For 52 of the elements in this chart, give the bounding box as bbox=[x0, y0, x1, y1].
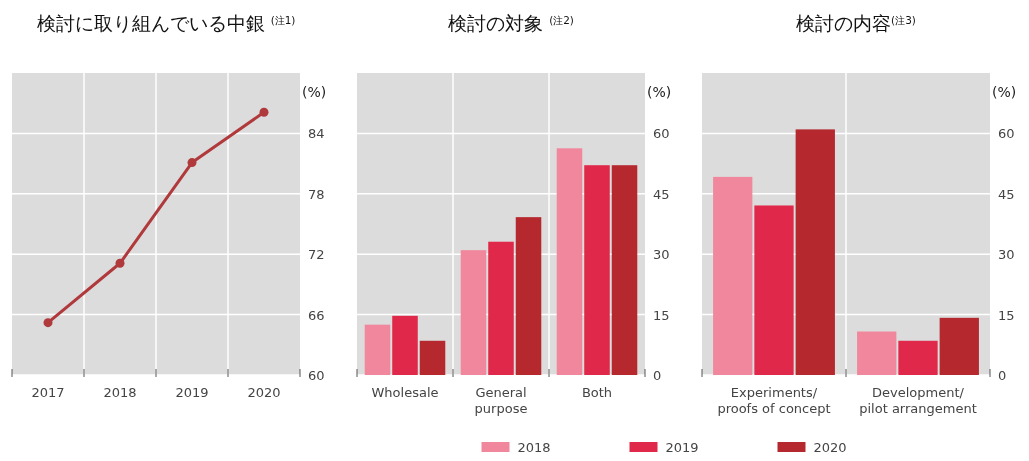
legend-label: 2019 bbox=[665, 440, 699, 455]
y-tick-label: 30 bbox=[998, 247, 1015, 263]
y-tick-label: 15 bbox=[998, 307, 1015, 323]
y-tick-label: 60 bbox=[998, 126, 1015, 142]
bar bbox=[939, 317, 979, 375]
y-axis-title: (%) bbox=[647, 84, 672, 100]
y-axis-title: (%) bbox=[302, 84, 327, 100]
y-tick-label: 0 bbox=[653, 368, 662, 383]
x-tick-label: 2019 bbox=[175, 385, 209, 400]
y-axis-title: (%) bbox=[992, 84, 1017, 100]
x-tick-label: 2017 bbox=[31, 385, 65, 400]
y-tick-label: 45 bbox=[653, 186, 670, 202]
bar bbox=[584, 165, 610, 375]
point bbox=[259, 107, 269, 117]
y-tick-label: 60 bbox=[308, 368, 325, 383]
bar bbox=[515, 217, 542, 375]
bar bbox=[419, 340, 446, 375]
bar bbox=[898, 340, 938, 375]
legend-label: 2018 bbox=[517, 440, 551, 455]
bar bbox=[364, 324, 391, 375]
chart-title: 検討の対象 $^{(注2)}$ bbox=[448, 12, 574, 34]
bar bbox=[611, 165, 638, 375]
x-tick-label: Wholesale bbox=[371, 385, 439, 400]
point bbox=[43, 318, 53, 328]
chart-title: 検討に取り組んでいる中銀 $^{(注1)}$ bbox=[36, 12, 296, 34]
y-tick-label: 45 bbox=[998, 186, 1015, 202]
x-tick-label: 2018 bbox=[103, 385, 137, 400]
x-tick-label: Both bbox=[581, 385, 613, 400]
y-tick-label: 30 bbox=[653, 247, 670, 263]
bar bbox=[754, 205, 794, 375]
y-tick-label: 78 bbox=[308, 186, 325, 202]
bar bbox=[857, 331, 897, 375]
bar bbox=[488, 241, 514, 375]
point bbox=[187, 158, 197, 168]
bar bbox=[713, 176, 753, 375]
bar bbox=[795, 129, 835, 375]
y-tick-label: 60 bbox=[653, 126, 670, 142]
bar bbox=[556, 148, 583, 375]
y-tick-label: 84 bbox=[308, 126, 325, 142]
bar bbox=[460, 250, 487, 375]
x-tick-label: Experiments/ proofs of concept bbox=[717, 385, 831, 416]
y-tick-label: 66 bbox=[308, 307, 325, 323]
y-tick-label: 15 bbox=[653, 307, 670, 323]
y-tick-label: 0 bbox=[998, 368, 1007, 383]
x-tick-label: 2020 bbox=[247, 385, 281, 400]
legend-label: 2020 bbox=[813, 440, 847, 455]
chart-title: 検討の内容$^{(注3)}$ bbox=[796, 12, 916, 34]
x-tick-label: General purpose bbox=[474, 385, 528, 416]
y-tick-label: 72 bbox=[308, 247, 325, 263]
x-tick-label: Development/ pilot arrangement bbox=[859, 385, 977, 416]
point bbox=[115, 258, 125, 268]
bar bbox=[392, 315, 418, 375]
